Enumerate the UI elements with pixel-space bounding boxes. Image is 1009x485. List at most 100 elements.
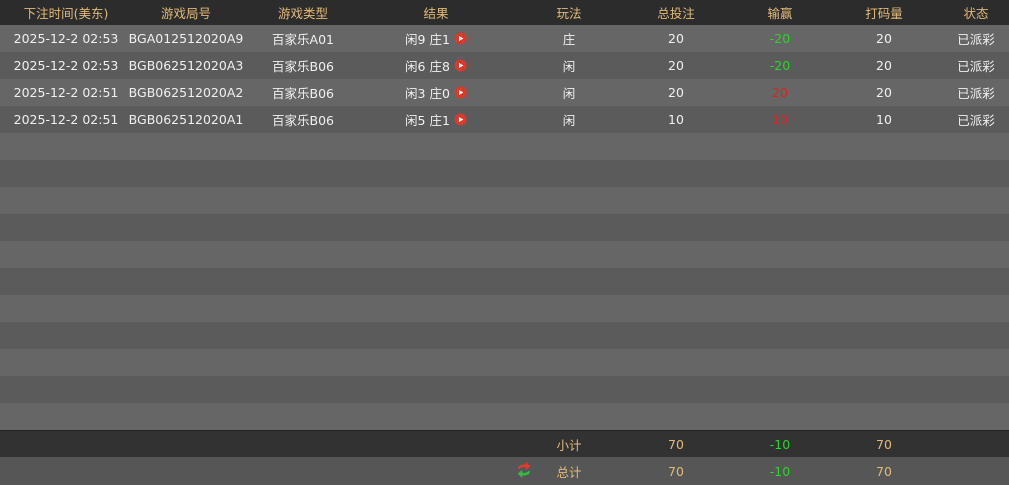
table-cell-text: 已派彩 (957, 32, 995, 47)
table-cell: 已派彩 (957, 106, 995, 133)
table-cell: 2025-12-2 02:53 (14, 52, 119, 79)
column-header-text: 打码量 (865, 6, 903, 21)
table-cell-text: 百家乐A01 (272, 32, 334, 47)
empty-row (0, 349, 1009, 376)
table-cell: 2025-12-2 02:51 (14, 106, 119, 133)
column-header: 玩法 (556, 0, 581, 25)
table-cell-text: 20 (772, 85, 788, 100)
subtotal-label: 小计 (556, 431, 581, 458)
column-header: 总投注 (657, 0, 695, 25)
table-cell-text: 闲3 庄0 (405, 86, 450, 101)
table-cell-text: BGB062512020A2 (128, 85, 244, 100)
table-cell: 20 (668, 52, 684, 79)
total-row: 总计 70 -10 70 (0, 457, 1009, 485)
table-cell: 10 (876, 106, 892, 133)
table-cell: BGA012512020A9 (129, 25, 244, 52)
column-header-text: 输赢 (767, 6, 793, 21)
table-cell-text: 2025-12-2 02:53 (13, 58, 119, 73)
table-cell-text: 已派彩 (957, 113, 995, 128)
replay-button[interactable] (454, 113, 467, 126)
empty-row (0, 187, 1009, 214)
table-cell-text: 庄 (562, 32, 576, 47)
table-cell: 百家乐B06 (272, 79, 334, 106)
table-cell: 闲 (563, 79, 576, 106)
table-cell: 20 (876, 52, 892, 79)
empty-row (0, 160, 1009, 187)
empty-row (0, 214, 1009, 241)
column-header-text: 结果 (423, 6, 449, 21)
total-total-bet-text: 70 (668, 463, 684, 479)
table-cell-text: 闲 (562, 59, 576, 74)
table-cell-text: 20 (668, 85, 684, 100)
replay-button[interactable] (454, 32, 467, 45)
total-turnover: 70 (876, 457, 892, 485)
subtotal-row: 小计 70 -10 70 (0, 430, 1009, 458)
table-cell: 20 (772, 79, 788, 106)
table-cell: 2025-12-2 02:51 (14, 79, 119, 106)
table-cell-text: 2025-12-2 02:53 (13, 31, 119, 46)
subtotal-turnover: 70 (876, 431, 892, 458)
table-cell: 已派彩 (957, 52, 995, 79)
replay-button[interactable] (454, 86, 467, 99)
table-cell-text: 百家乐B06 (272, 113, 334, 128)
table-header: 下注时间(美东) 游戏局号 游戏类型 结果 玩法 总投注 输赢 打码量 状态 (0, 0, 1009, 25)
table-cell: 10 (772, 106, 788, 133)
column-header: 状态 (963, 0, 988, 25)
table-cell: -20 (770, 52, 790, 79)
column-header: 输赢 (767, 0, 792, 25)
column-header-text: 总投注 (657, 6, 695, 21)
table-cell: 已派彩 (957, 79, 995, 106)
table-cell: BGB062512020A1 (129, 106, 244, 133)
table-row: 2025-12-2 02:53 BGB062512020A3 百家乐B06 闲6 庄8… (0, 52, 1009, 79)
table-cell-text: 10 (772, 112, 788, 127)
subtotal-total-bet: 70 (668, 431, 684, 458)
table-cell: 已派彩 (957, 25, 995, 52)
refresh-button[interactable] (515, 461, 533, 479)
table-cell-text: 闲6 庄8 (405, 59, 450, 74)
table-cell: 百家乐A01 (272, 25, 334, 52)
table-cell: 闲6 庄8 (405, 52, 467, 79)
table-cell-text: -20 (769, 31, 791, 46)
table-cell: BGB062512020A2 (129, 79, 244, 106)
replay-button[interactable] (454, 59, 467, 72)
table-cell: 闲3 庄0 (405, 79, 467, 106)
column-header-text: 下注时间(美东) (23, 6, 109, 21)
table-cell: 闲9 庄1 (405, 25, 467, 52)
total-win-loss: -10 (770, 457, 790, 485)
table-cell-text: BGA012512020A9 (128, 31, 244, 46)
column-header: 游戏类型 (278, 0, 328, 25)
table-cell-text: -20 (769, 58, 791, 73)
subtotal-total-bet-text: 70 (668, 437, 684, 452)
table-cell-text: 20 (876, 85, 892, 100)
table-cell-text: 闲 (562, 113, 576, 128)
table-cell-text: 已派彩 (957, 86, 995, 101)
empty-row (0, 403, 1009, 430)
table-cell: BGB062512020A3 (129, 52, 244, 79)
column-header: 下注时间(美东) (24, 0, 109, 25)
subtotal-win-loss-text: -10 (769, 437, 791, 452)
column-header-text: 游戏局号 (160, 6, 212, 21)
table-row: 2025-12-2 02:51 BGB062512020A2 百家乐B06 闲3 庄0… (0, 79, 1009, 106)
total-turnover-text: 70 (876, 463, 892, 479)
table-cell: -20 (770, 25, 790, 52)
table-cell-text: 已派彩 (957, 59, 995, 74)
table-cell-text: 10 (668, 112, 684, 127)
subtotal-label-text: 小计 (556, 438, 582, 453)
table-cell: 闲 (563, 106, 576, 133)
table-cell-text: 2025-12-2 02:51 (13, 112, 119, 127)
empty-row (0, 133, 1009, 160)
table-cell-text: 10 (876, 112, 892, 127)
table-cell-text: 20 (668, 58, 684, 73)
column-header: 游戏局号 (161, 0, 211, 25)
empty-row (0, 241, 1009, 268)
table-cell: 百家乐B06 (272, 52, 334, 79)
total-label-text: 总计 (556, 464, 582, 480)
empty-row (0, 322, 1009, 349)
table-cell-text: 20 (876, 58, 892, 73)
table-cell: 20 (876, 25, 892, 52)
table-cell: 闲5 庄1 (405, 106, 467, 133)
total-total-bet: 70 (668, 457, 684, 485)
table-cell-text: 闲 (562, 86, 576, 101)
column-header-text: 状态 (963, 6, 989, 21)
